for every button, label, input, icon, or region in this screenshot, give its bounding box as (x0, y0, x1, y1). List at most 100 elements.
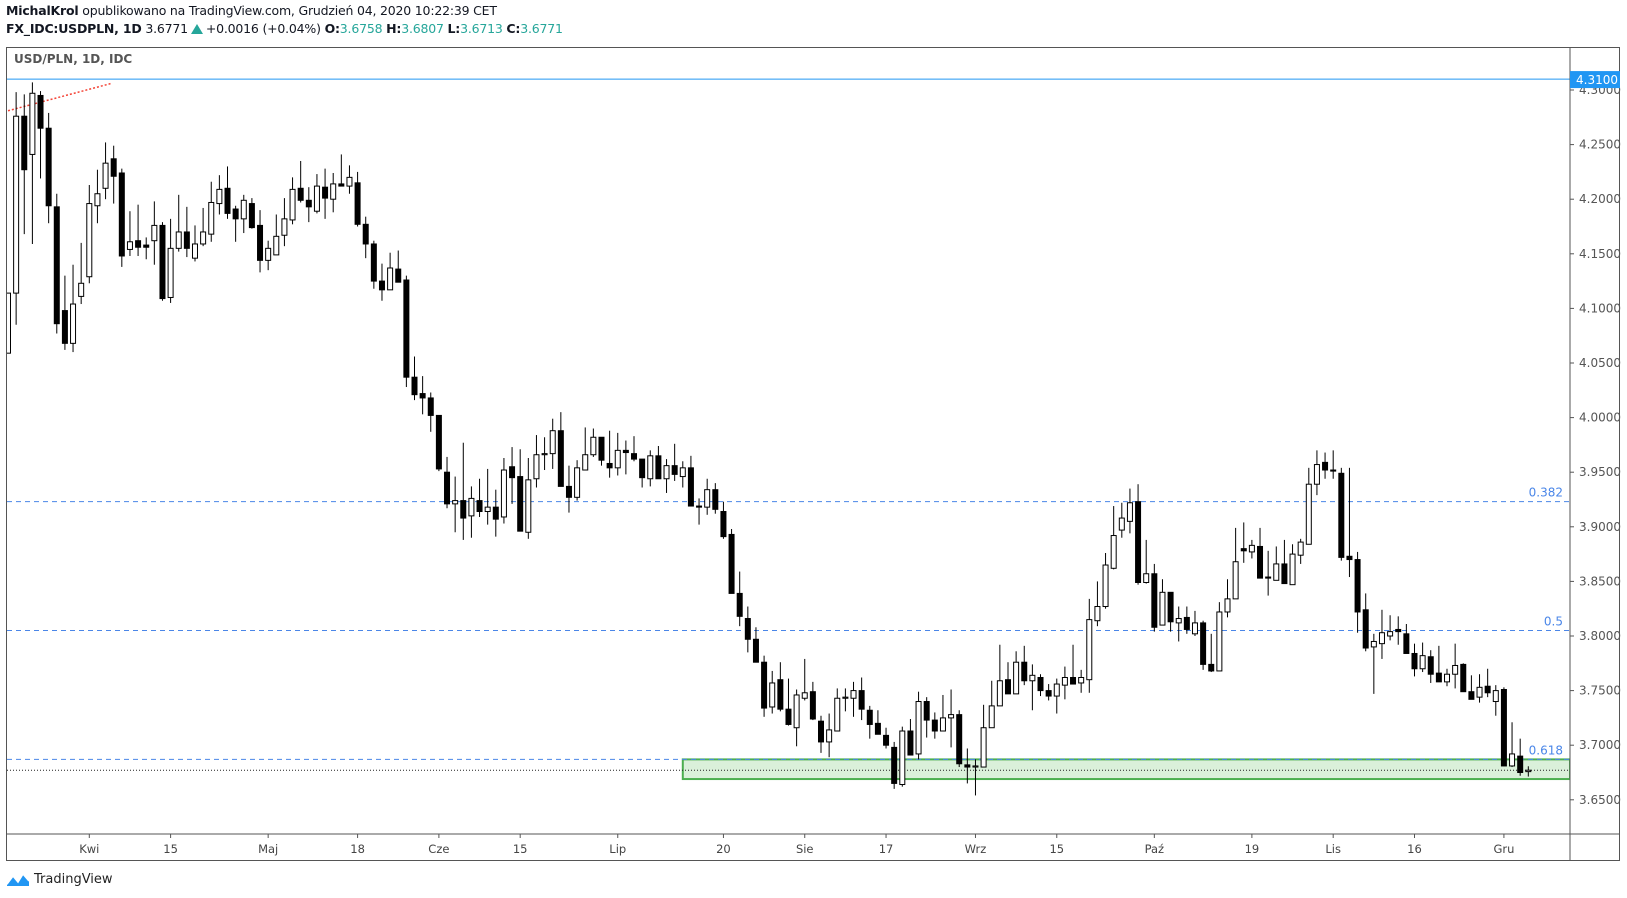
candle-body (752, 638, 759, 663)
candle-down (1411, 643, 1418, 677)
candle-body (1354, 559, 1361, 613)
price-tick-label: 3.9500 (1579, 465, 1621, 479)
candle-body (1281, 563, 1288, 585)
candle-up (1476, 674, 1483, 703)
candle-down (964, 748, 971, 784)
candle-body (208, 201, 215, 235)
candle-down (744, 606, 751, 653)
price-tick-label: 3.8000 (1579, 629, 1621, 643)
candle-body (1200, 622, 1207, 665)
candle-body (1517, 755, 1524, 773)
candle-body (525, 479, 532, 533)
candle-body (94, 193, 101, 207)
candle-up (208, 181, 215, 242)
candle-body (517, 476, 524, 532)
candle-down (143, 237, 150, 260)
candle-up (980, 704, 987, 768)
candle-body (988, 705, 995, 729)
candle-body (565, 485, 572, 498)
candle-down (956, 710, 963, 768)
candle-up (1216, 602, 1223, 672)
candle-body (606, 462, 613, 469)
candle-down (1240, 522, 1247, 563)
candle-up (216, 175, 223, 215)
candle-down (159, 222, 166, 301)
candle-up (1159, 579, 1166, 626)
candle-body (622, 449, 629, 454)
candle-body (655, 455, 662, 480)
candle-body (679, 467, 686, 478)
candle-down (53, 193, 60, 334)
candle-up (1313, 450, 1320, 496)
candle-up (939, 694, 946, 732)
candle-body (1362, 609, 1369, 649)
candle-down (248, 198, 255, 229)
candle-down (866, 705, 873, 739)
price-tick-label: 3.9000 (1579, 520, 1621, 534)
candle-up (13, 92, 20, 325)
candle-body (1484, 685, 1491, 694)
tradingview-brand: TradingView (34, 871, 113, 887)
candle-down (1135, 484, 1142, 585)
candle-body (647, 455, 654, 480)
fib-level-label: 0.382 (1529, 486, 1563, 500)
candle-body (110, 158, 117, 177)
candle-body (468, 497, 475, 517)
candle-body (728, 533, 735, 594)
time-tick-label: 15 (163, 842, 178, 856)
candle-body (826, 729, 833, 743)
candle-body (86, 203, 93, 278)
time-tick-label: 17 (879, 842, 894, 856)
candle-down (492, 489, 499, 537)
candle-body (1468, 691, 1475, 700)
candle-up (1029, 664, 1036, 711)
candle-up (1053, 678, 1060, 714)
candle-body (435, 414, 442, 470)
candle-down (622, 440, 629, 475)
time-tick-label: Wrz (965, 842, 987, 856)
candle-body (484, 506, 491, 513)
candle-down (517, 449, 524, 532)
candle-up (78, 242, 85, 305)
candle-up (1126, 488, 1133, 534)
candle-body (1135, 501, 1142, 583)
candle-down (118, 168, 125, 267)
candle-down (720, 501, 727, 539)
price-label-box (1570, 71, 1620, 89)
candle-down (1460, 663, 1467, 693)
price-tick-label: 4.1000 (1579, 301, 1621, 315)
candle-down (135, 204, 142, 256)
candle-up (574, 460, 581, 501)
candle-up (1492, 685, 1499, 716)
candle-body (232, 208, 239, 220)
candle-body (720, 511, 727, 538)
candle-up (346, 165, 353, 194)
candle-body (899, 730, 906, 786)
candle-body (1021, 661, 1028, 682)
candle-down (777, 662, 784, 712)
candle-down (1021, 645, 1028, 686)
candle-body (671, 465, 678, 475)
price-tick-label: 4.0000 (1579, 411, 1621, 425)
candle-up (1419, 642, 1426, 673)
candle-up (265, 240, 272, 271)
candle-up (801, 658, 808, 701)
chart-pane[interactable] (6, 47, 1620, 861)
candle-down (1362, 593, 1369, 652)
candle-body (549, 430, 556, 455)
candle-body (1525, 769, 1532, 773)
candle-up (1013, 651, 1020, 695)
price-tick-label: 4.2000 (1579, 192, 1621, 206)
candle-body (541, 453, 548, 456)
candle-up (330, 172, 337, 213)
author-name[interactable]: MichalKrol (6, 3, 79, 18)
candle-body (419, 393, 426, 399)
candle-body (1159, 591, 1166, 626)
candle-body (1045, 690, 1052, 697)
fib-level-label: 0.618 (1529, 743, 1563, 757)
time-tick-label: Sie (796, 842, 814, 856)
candle-body (639, 458, 646, 479)
open-label: O: (324, 21, 340, 36)
candle-up (1387, 615, 1394, 641)
